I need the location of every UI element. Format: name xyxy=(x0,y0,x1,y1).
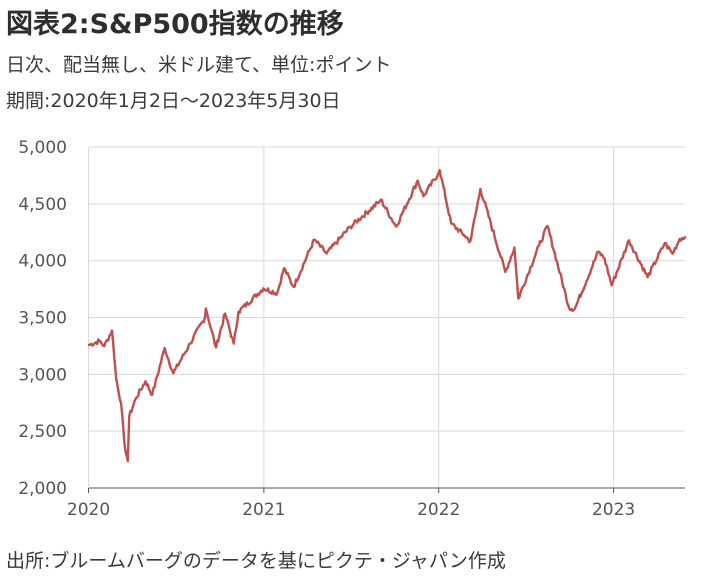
y-tick-label: 2,500 xyxy=(18,422,67,442)
y-tick-label: 4,500 xyxy=(18,195,67,215)
y-tick-label: 5,000 xyxy=(18,138,67,158)
x-tick-label: 2022 xyxy=(417,500,460,520)
source-note: 出所:ブルームバーグのデータを基にピクテ・ジャパン作成 xyxy=(6,550,506,572)
series-line-sp500 xyxy=(87,168,687,463)
chart-title: 図表2:S&P500指数の推移 xyxy=(6,9,344,40)
tick-labels: 2,000 2,500 3,000 3,500 4,000 4,500 5,000 2020 2… xyxy=(18,138,635,520)
x-tick-label: 2023 xyxy=(592,500,635,520)
grid-lines xyxy=(88,146,685,488)
y-tick-label: 4,000 xyxy=(18,252,67,272)
x-tick-label: 2021 xyxy=(242,500,285,520)
y-tick-label: 2,000 xyxy=(18,479,67,499)
x-tick-label: 2020 xyxy=(67,500,110,520)
y-tick-label: 3,000 xyxy=(18,365,67,385)
chart-subtitle-period: 期間:2020年1月2日～2023年5月30日 xyxy=(6,90,341,112)
chart-subtitle-units: 日次、配当無し、米ドル建て、単位:ポイント xyxy=(6,54,392,76)
series-layer xyxy=(87,168,687,463)
y-tick-label: 3,500 xyxy=(18,309,67,329)
axes xyxy=(88,487,685,493)
